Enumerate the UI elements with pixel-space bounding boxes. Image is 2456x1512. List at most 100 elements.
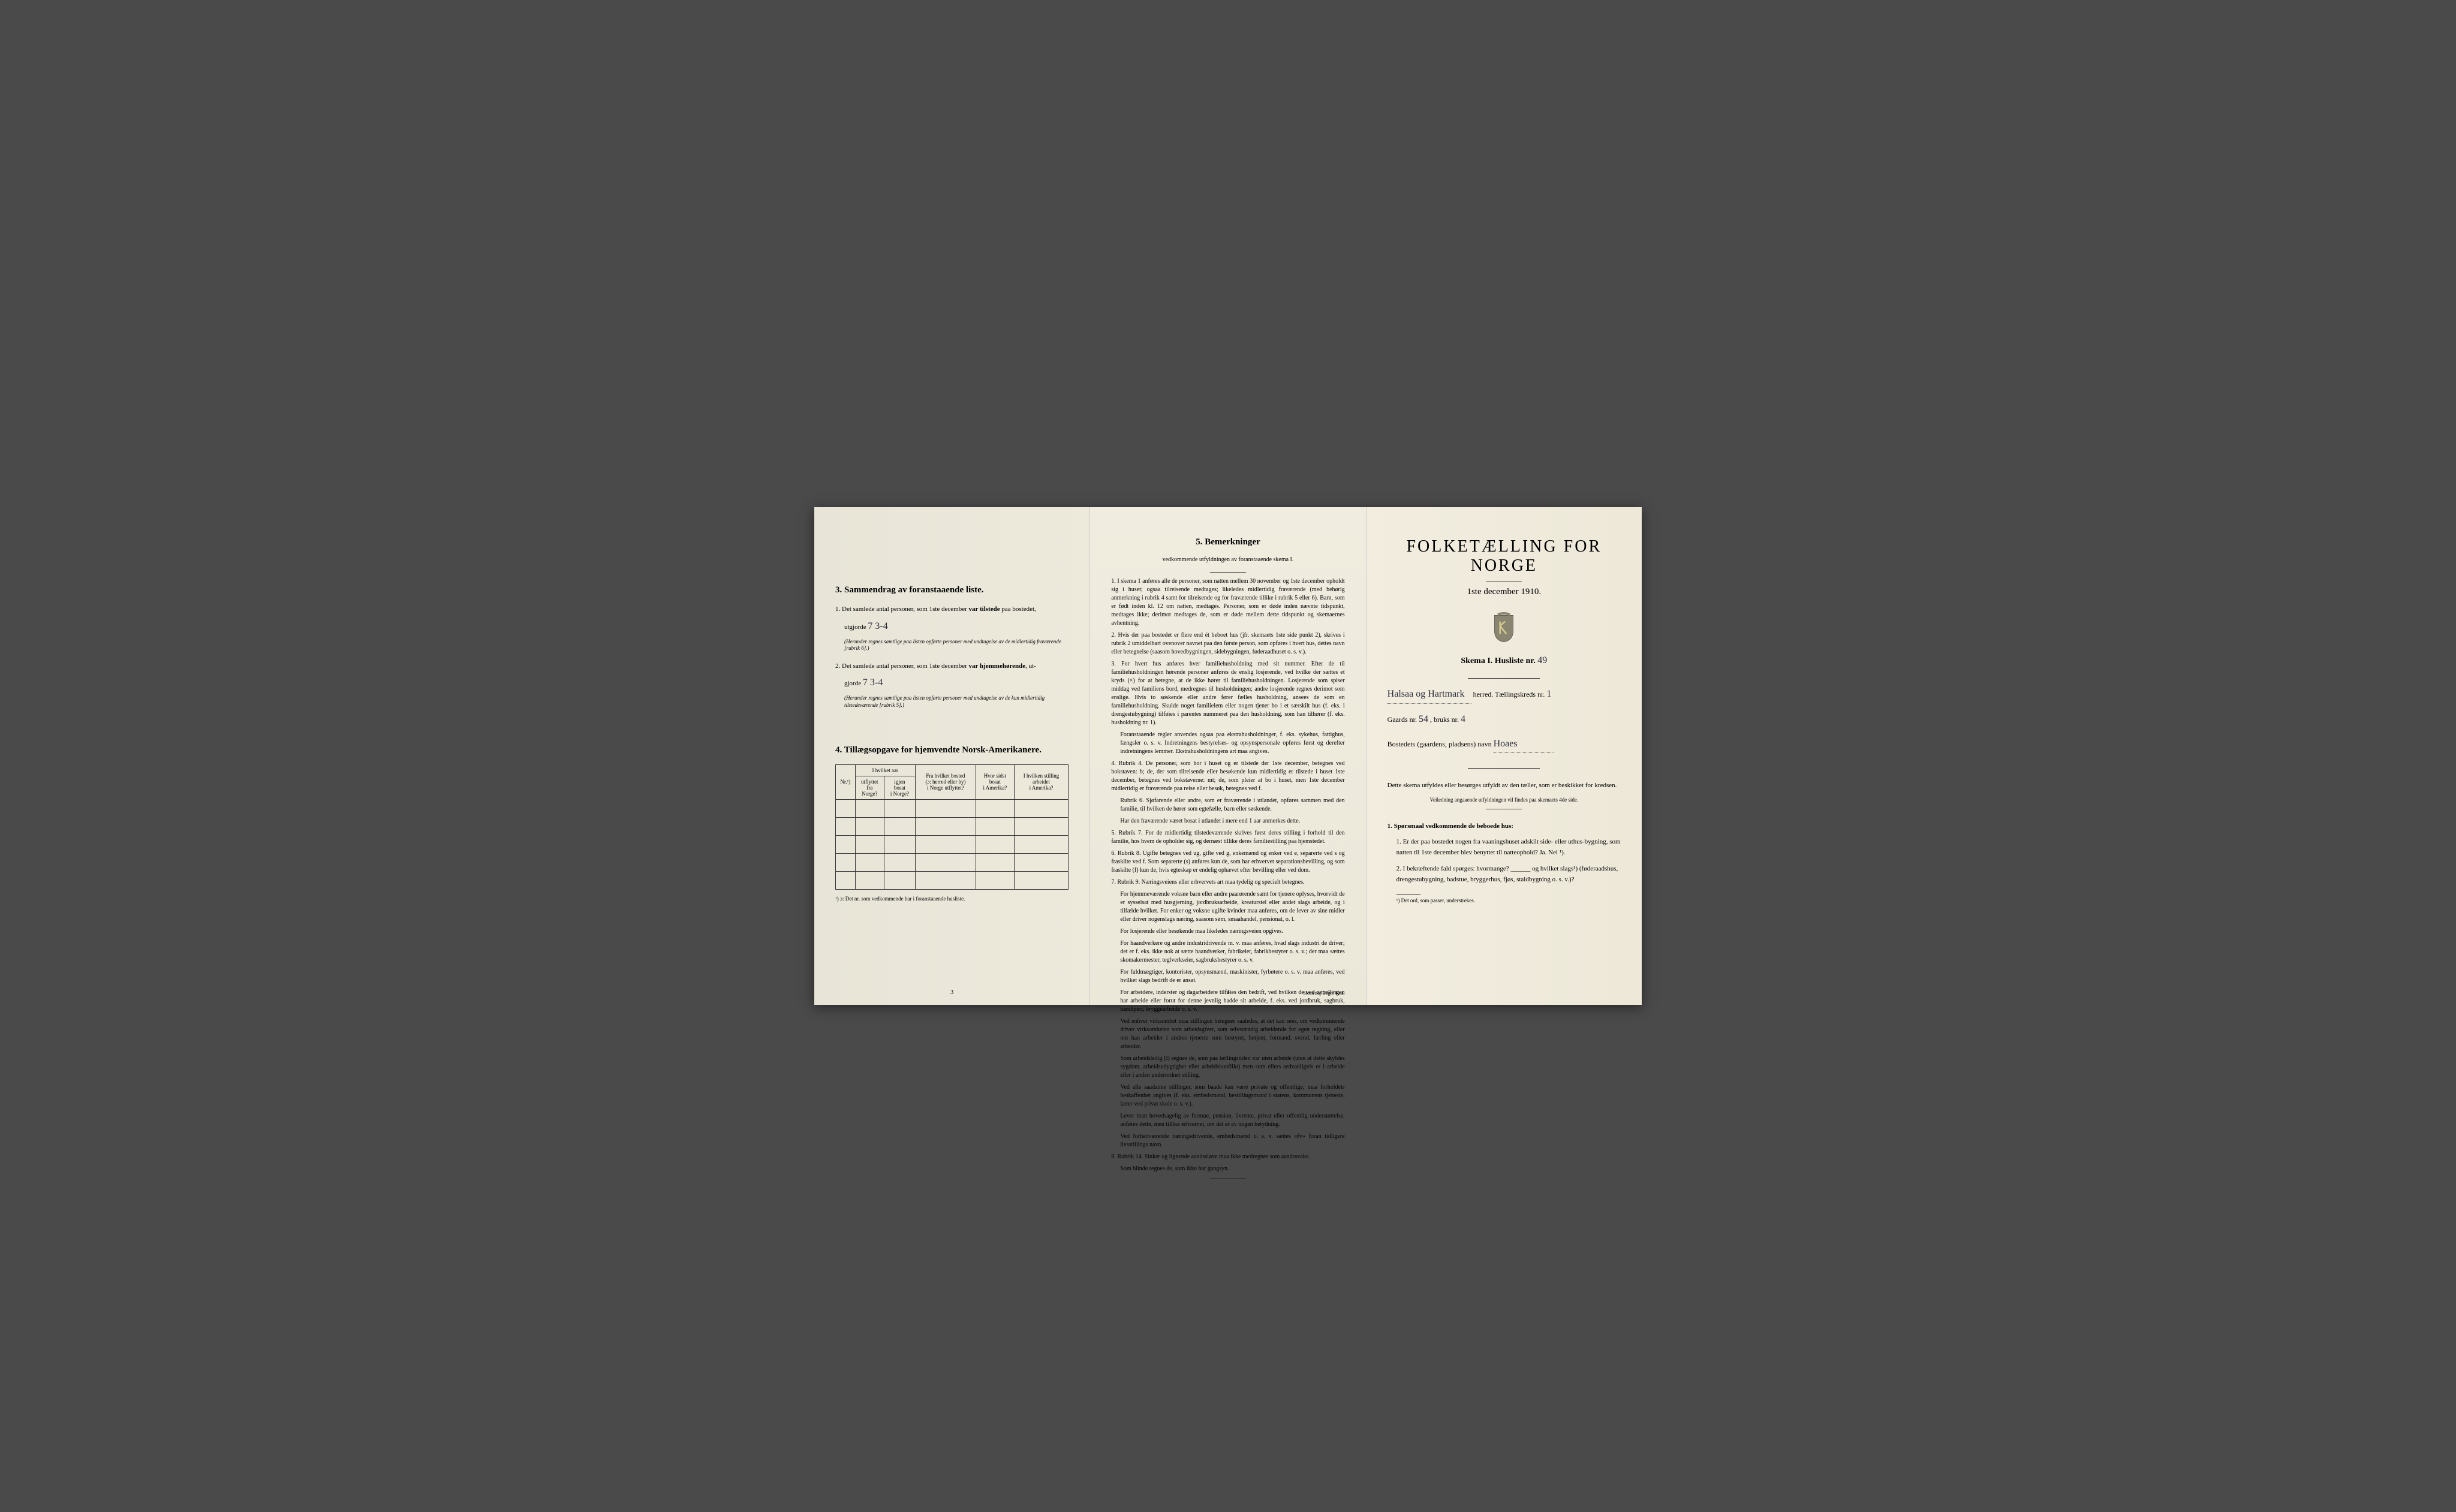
remark-item: 6. Rubrik 8. Ugifte betegnes ved ug, gif… bbox=[1111, 850, 1344, 875]
th-nr: Nr.¹) bbox=[836, 764, 856, 799]
gaards-line: Gaards nr. 54 , bruks nr. 4 bbox=[1387, 711, 1621, 728]
table-row bbox=[836, 871, 1069, 889]
th-where-l3: i Amerika? bbox=[983, 785, 1007, 791]
herred-label: herred. Tællingskreds nr. bbox=[1473, 690, 1545, 698]
remark-item: Ved forhenværende næringsdrivende, embed… bbox=[1120, 1133, 1344, 1149]
th-resettled: igjen bosat i Norge? bbox=[884, 776, 915, 799]
remark-item: 8. Rubrik 14. Sinker og lignende aandssl… bbox=[1111, 1153, 1344, 1161]
divider bbox=[1468, 768, 1540, 769]
census-main-title: FOLKETÆLLING FOR NORGE bbox=[1387, 537, 1621, 576]
th-from-l2: (ɔ: herred eller by) bbox=[925, 779, 965, 785]
page-3-summary: 3. Sammendrag av foranstaaende liste. 1.… bbox=[814, 507, 1090, 1005]
th-em-l1: utflyttet bbox=[861, 779, 878, 785]
th-em-l2: fra bbox=[866, 785, 872, 791]
remark-item: Som blinde regnes de, som ikke har gangs… bbox=[1120, 1165, 1344, 1173]
remarks-list: 1. I skema 1 anføres alle de personer, s… bbox=[1111, 577, 1344, 1173]
remark-item: 7. Rubrik 9. Næringsveiens eller erhverv… bbox=[1111, 878, 1344, 887]
gaards-label: Gaards nr. bbox=[1387, 715, 1417, 724]
th-from-l1: Fra hvilket bosted bbox=[926, 773, 965, 779]
divider bbox=[1468, 678, 1540, 679]
remark-item: 2. Hvis der paa bostedet er flere end ét… bbox=[1111, 631, 1344, 656]
remark-item: Lever man hovedsagelig av formue, pensio… bbox=[1120, 1112, 1344, 1129]
th-position: I hvilken stilling arbeidet i Amerika? bbox=[1014, 764, 1069, 799]
item-1: 1. Det samlede antal personer, som 1ste … bbox=[835, 604, 1069, 615]
item2-note: (Herunder regnes samtlige paa listen opf… bbox=[844, 695, 1069, 709]
item1-bold: var tilstede bbox=[969, 606, 1000, 613]
census-date: 1ste december 1910. bbox=[1387, 587, 1621, 597]
th-pos-l1: I hvilken stilling bbox=[1024, 773, 1060, 779]
table-row bbox=[836, 799, 1069, 817]
page-4-remarks: 5. Bemerkninger vedkommende utfyldningen… bbox=[1090, 507, 1366, 1005]
item2-text2: , ut- bbox=[1025, 662, 1036, 670]
remark-item: Som arbeidsledig (l) regnes de, som paa … bbox=[1120, 1055, 1344, 1080]
item2-handwritten-value: 7 3-4 bbox=[863, 677, 883, 688]
remark-item: Ved enhver virksomhet maa stillingen bet… bbox=[1120, 1017, 1344, 1051]
item1-line2: utgjorde 7 3-4 bbox=[844, 619, 1069, 634]
table-row bbox=[836, 817, 1069, 835]
section-4-title: 4. Tillægsopgave for hjemvendte Norsk-Am… bbox=[835, 745, 1069, 755]
section-5-subtitle: vedkommende utfyldningen av foranstaaend… bbox=[1111, 556, 1344, 563]
gaards-number: 54 bbox=[1419, 714, 1428, 724]
bosted-label: Bostedets (gaardens, pladsens) navn bbox=[1387, 740, 1492, 748]
remark-item: Rubrik 6. Sjøfarende eller andre, som er… bbox=[1120, 797, 1344, 814]
skema-number: 49 bbox=[1537, 655, 1547, 665]
table-footnote: ¹) ɔ: Det nr. som vedkommende har i fora… bbox=[835, 896, 1069, 903]
instruction-2: Veiledning angaaende utfyldningen vil fi… bbox=[1387, 797, 1621, 804]
page-1-title: FOLKETÆLLING FOR NORGE 1ste december 191… bbox=[1367, 507, 1642, 1005]
th-emigrated: utflyttet fra Norge? bbox=[855, 776, 884, 799]
remark-item: Ved alle saadanne stillinger, som baade … bbox=[1120, 1083, 1344, 1109]
th-em-l3: Norge? bbox=[862, 791, 877, 797]
divider bbox=[1210, 1178, 1246, 1179]
bruks-label: , bruks nr. bbox=[1430, 715, 1459, 724]
item1-text: 1. Det samlede antal personer, som 1ste … bbox=[835, 606, 969, 613]
bruks-number: 4 bbox=[1461, 714, 1465, 724]
remark-item: 3. For hvert hus anføres hver familiehus… bbox=[1111, 660, 1344, 727]
item-2: 2. Det samlede antal personer, som 1ste … bbox=[835, 661, 1069, 671]
question-1: 1. Er der paa bostedet nogen fra vaaning… bbox=[1396, 837, 1621, 858]
th-re-l2: bosat bbox=[894, 785, 905, 791]
bosted-handwritten: Hoaes bbox=[1494, 736, 1554, 754]
th-year: I hvilket aar bbox=[855, 764, 915, 776]
herred-handwritten: Halsaa og Hartmark bbox=[1387, 686, 1471, 704]
question-2: 2. I bekræftende fald spørges: hvormange… bbox=[1396, 864, 1621, 885]
th-pos-l3: i Amerika? bbox=[1030, 785, 1054, 791]
question-title: 1. Spørsmaal vedkommende de beboede hus: bbox=[1387, 821, 1621, 832]
table-row bbox=[836, 853, 1069, 871]
remark-item: For fuldmægtiger, kontorister, opsynsmæn… bbox=[1120, 968, 1344, 985]
instruction-1: Dette skema utfyldes eller besørges utfy… bbox=[1387, 781, 1621, 791]
remark-item: Har den fraværende været bosat i utlande… bbox=[1120, 817, 1344, 826]
table-row bbox=[836, 835, 1069, 853]
th-from-l3: i Norge utflyttet? bbox=[927, 785, 964, 791]
item1-handwritten-value: 7 3-4 bbox=[868, 621, 887, 631]
remark-item: For haandverkere og andre industridriven… bbox=[1120, 939, 1344, 965]
skema-label: Skema I. Husliste nr. bbox=[1461, 656, 1535, 665]
remark-item: For losjerende eller besøkende maa likel… bbox=[1120, 927, 1344, 936]
remark-item: 4. Rubrik 4. De personer, som bor i huse… bbox=[1111, 760, 1344, 793]
remark-item: For hjemmeværende voksne barn eller andr… bbox=[1120, 890, 1344, 924]
th-pos-l2: arbeidet bbox=[1033, 779, 1050, 785]
page-number: 3 bbox=[950, 989, 953, 996]
item1-text2: paa bostedet, bbox=[1000, 606, 1036, 613]
item2-text: 2. Det samlede antal personer, som 1ste … bbox=[835, 662, 969, 670]
th-where-l1: Hvor sidst bbox=[984, 773, 1006, 779]
page-number: 4 bbox=[1226, 989, 1229, 996]
section-5-title: 5. Bemerkninger bbox=[1111, 537, 1344, 547]
item2-bold: var hjemmehørende bbox=[969, 662, 1026, 670]
printer-note: Steen'ske Bogtr. Kr.a. bbox=[1303, 990, 1344, 996]
census-document: 3. Sammendrag av foranstaaende liste. 1.… bbox=[814, 507, 1642, 1005]
th-re-l3: i Norge? bbox=[890, 791, 909, 797]
remark-item: 5. Rubrik 7. For de midlertidig tilstede… bbox=[1111, 829, 1344, 846]
item1-note: (Herunder regnes samtlige paa listen opf… bbox=[844, 638, 1069, 652]
herred-line: Halsaa og Hartmark herred. Tællingskreds… bbox=[1387, 686, 1621, 704]
coat-of-arms-icon bbox=[1491, 612, 1516, 643]
norwegian-american-table: Nr.¹) I hvilket aar Fra hvilket bosted (… bbox=[835, 764, 1069, 890]
section-3-title: 3. Sammendrag av foranstaaende liste. bbox=[835, 585, 1069, 595]
divider bbox=[1210, 572, 1246, 573]
bosted-line: Bostedets (gaardens, pladsens) navn Hoae… bbox=[1387, 736, 1621, 754]
herred-number: 1 bbox=[1546, 689, 1551, 699]
item1-label: utgjorde bbox=[844, 624, 868, 631]
th-where-l2: bosat bbox=[989, 779, 1001, 785]
footnote: ¹) Det ord, som passer, understrekes. bbox=[1396, 897, 1621, 905]
skema-line: Skema I. Husliste nr. 49 bbox=[1387, 655, 1621, 666]
th-re-l1: igjen bbox=[894, 779, 905, 785]
